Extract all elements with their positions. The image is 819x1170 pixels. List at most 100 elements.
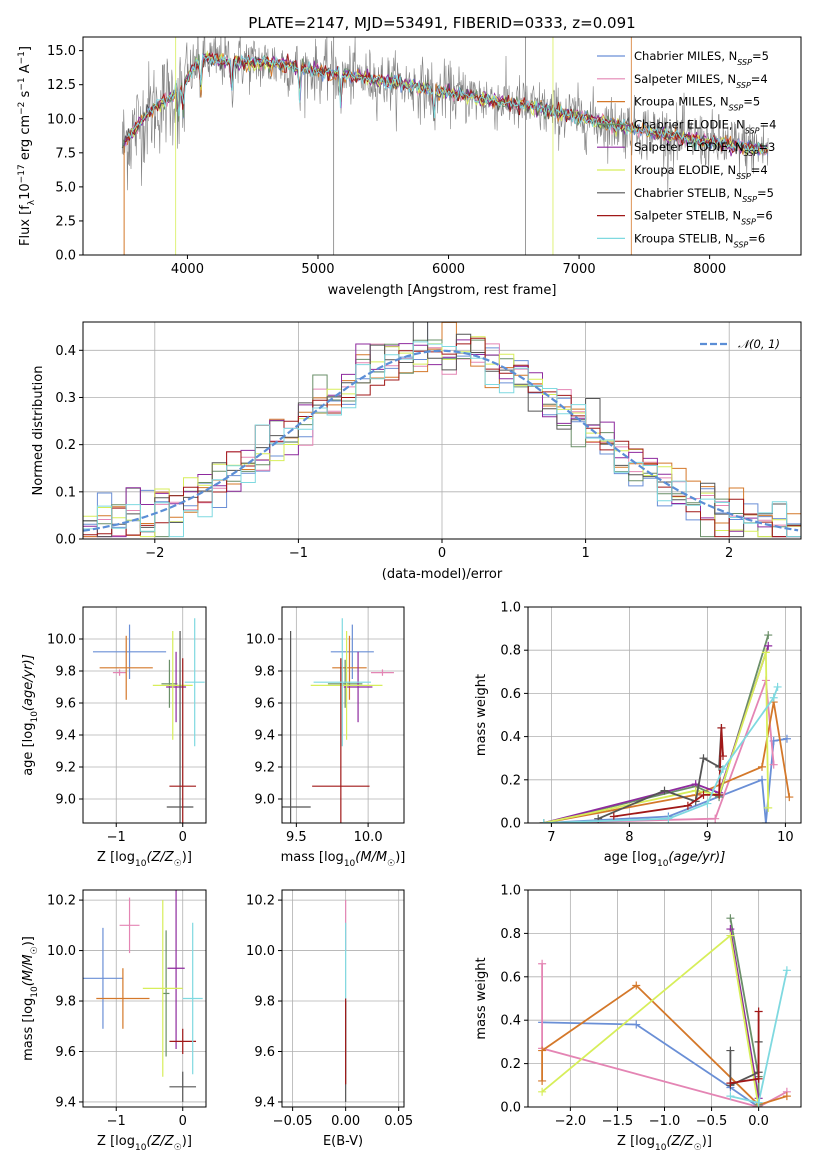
plot-area	[539, 631, 794, 823]
mass-weight-point	[717, 723, 726, 732]
legend-entry: Chabrier STELIB, NSSP=5	[634, 186, 774, 204]
y-tick-label: 0.0	[500, 817, 521, 832]
plot-area	[121, 37, 769, 255]
mass-weight-series	[543, 652, 770, 823]
x-tick-label: 6000	[432, 262, 465, 277]
y-tick-label: 0.6	[500, 687, 521, 702]
residuals-panel: −2 −1 0 1 2 0.0 0.1 0.2 0.3 0.4 𝒩(0, 1) (data-model…	[31, 321, 802, 582]
axes-frame	[281, 606, 405, 824]
x-tick-label: 1	[581, 546, 589, 561]
mass-vs-ebv-panel: −0.05 0.00 0.05 9.4 9.6 9.8 10.0 10.2 E(B-V)	[246, 889, 413, 1149]
mass-weight-point	[782, 966, 791, 975]
y-tick-label: 10.2	[47, 894, 76, 909]
x-tick-label: 7	[547, 830, 555, 845]
y-tick-label: 9.8	[254, 665, 275, 680]
legend-entry: 𝒩(0, 1)	[738, 337, 780, 351]
mass-weight-point	[715, 790, 724, 799]
mass-weight-point	[754, 1098, 763, 1107]
spectrum-title: PLATE=2147, MJD=53491, FIBERID=0333, z=0…	[248, 14, 635, 32]
mass-weight-point	[719, 752, 727, 761]
x-tick-label: 9	[703, 830, 711, 845]
mass-weight-point	[539, 819, 548, 823]
y-tick-label: 9.6	[55, 1045, 76, 1060]
legend-entry: Kroupa STELIB, NSSP=6	[634, 231, 765, 249]
legend-entry: Salpeter MILES, NSSP=4	[634, 72, 768, 90]
panel-ylabel: age [log10(age/yr)]	[21, 654, 40, 776]
mass-weight-series	[543, 701, 791, 823]
plot-area	[83, 322, 801, 538]
x-tick-label: −1.5	[602, 1114, 634, 1129]
mass-weight-point	[773, 682, 782, 691]
mass-weight-point	[726, 1092, 735, 1101]
mass-weight-point	[711, 814, 720, 823]
mass-weight-point	[726, 931, 735, 940]
y-tick-label: 9.6	[55, 697, 76, 712]
y-tick-label: 0.0	[55, 249, 76, 264]
plot-area	[282, 618, 394, 823]
mass-weight-point	[769, 760, 778, 769]
mass-weight-point	[758, 762, 766, 771]
mass-weight-point	[699, 754, 708, 763]
mass-weight-point	[609, 812, 618, 821]
spectrum-panel: PLATE=2147, MJD=53491, FIBERID=0333, z=0…	[17, 14, 802, 298]
mass-weight-point	[782, 1092, 791, 1101]
legend-entry: Salpeter ELODIE, NSSP=3	[634, 140, 775, 158]
x-tick-label: 2	[725, 546, 733, 561]
mass-weight-series	[543, 686, 779, 823]
y-tick-label: 0.4	[500, 730, 521, 745]
y-tick-label: 7.5	[55, 146, 76, 161]
y-tick-label: 0.4	[55, 344, 76, 359]
model-line	[126, 53, 769, 155]
mass-weight-point	[726, 1079, 735, 1088]
mass-weight-series	[541, 933, 760, 1107]
histogram-series	[83, 322, 801, 538]
axes-frame	[82, 321, 802, 540]
spectrum-legend: Chabrier MILES, NSSP=5 Salpeter MILES, NS…	[597, 49, 776, 249]
legend-entry: Kroupa MILES, NSSP=5	[634, 95, 760, 113]
y-tick-label: 1.0	[500, 601, 521, 616]
y-tick-label: 12.5	[47, 78, 76, 93]
y-tick-label: 9.2	[254, 761, 275, 776]
mass-weight-point	[632, 1020, 641, 1029]
mass-weight-vs-metallicity-panel: −2.0 −1.5 −1.0 −0.5 0.0 0.0 0.2 0.4 0.6 0.8 1.0 Z […	[474, 884, 802, 1153]
legend-entry: Chabrier ELODIE, NSSP=4	[634, 117, 776, 135]
y-tick-label: 0.2	[500, 773, 521, 788]
y-tick-label: 1.0	[500, 884, 521, 899]
spectrum-ylabel: Flux [fλ10−17 erg cm−2 s−1 A−1]	[17, 46, 37, 246]
x-tick-label: −1	[107, 830, 126, 845]
mass-weight-point	[761, 819, 770, 823]
y-tick-label: 9.6	[254, 1045, 275, 1060]
x-tick-label: −1	[289, 546, 308, 561]
y-tick-label: 9.2	[55, 761, 76, 776]
panel-xlabel: Z [log10(Z/Z☉)]	[97, 1134, 192, 1153]
y-tick-label: 9.8	[254, 995, 275, 1010]
x-tick-label: 0	[179, 1114, 187, 1129]
y-tick-label: 9.8	[55, 665, 76, 680]
x-tick-label: −1.0	[649, 1114, 681, 1129]
mass-weight-point	[764, 631, 773, 640]
y-tick-label: 15.0	[47, 44, 76, 59]
y-tick-label: 9.4	[55, 729, 76, 744]
y-tick-label: 2.5	[55, 214, 76, 229]
axes-frame	[82, 606, 207, 824]
y-tick-label: 0.2	[500, 1057, 521, 1072]
mass-weight-series	[542, 1021, 760, 1107]
panel-ylabel: mass weight	[474, 674, 489, 756]
mass-weight-point	[632, 981, 641, 990]
mass-weight-point	[764, 641, 773, 650]
x-tick-label: 0.00	[331, 1114, 360, 1129]
panel-xlabel: age [log10(age/yr)]	[604, 850, 726, 869]
panel-xlabel: E(B-V)	[323, 1134, 363, 1149]
x-tick-label: −1	[107, 1114, 126, 1129]
y-tick-label: 0.6	[500, 970, 521, 985]
y-tick-label: 10.0	[246, 633, 275, 648]
mass-weight-point	[699, 790, 708, 799]
y-tick-label: 10.0	[47, 633, 76, 648]
mass-weight-series	[543, 634, 770, 823]
panel-ylabel: mass weight	[474, 957, 489, 1039]
mass-weight-point	[719, 765, 727, 773]
x-tick-label: 0	[438, 546, 446, 561]
mass-weight-point	[754, 1007, 763, 1016]
y-tick-label: 0.1	[55, 485, 76, 500]
mass-weight-point	[769, 693, 778, 702]
